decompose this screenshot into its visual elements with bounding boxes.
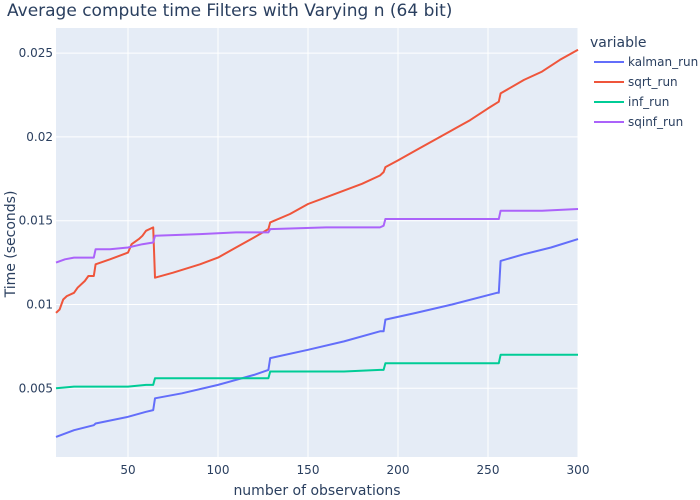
legend-label: sqinf_run xyxy=(628,115,683,129)
legend-item-inf_run[interactable]: inf_run xyxy=(594,95,669,109)
x-axis-ticks: 50 100 150 200 250 300 xyxy=(120,463,589,477)
legend-item-sqinf_run[interactable]: sqinf_run xyxy=(594,115,683,129)
legend-item-sqrt_run[interactable]: sqrt_run xyxy=(594,75,678,89)
legend[interactable]: variable kalman_run sqrt_run inf_run sqinf_… xyxy=(590,35,698,129)
x-tick-label: 50 xyxy=(120,463,135,477)
x-tick-label: 300 xyxy=(567,463,590,477)
y-tick-label: 0.025 xyxy=(19,46,53,60)
grid-lines xyxy=(56,28,579,457)
x-tick-label: 250 xyxy=(477,463,500,477)
y-axis-title: Time (seconds) xyxy=(3,191,19,299)
y-tick-label: 0.02 xyxy=(26,130,53,144)
legend-item-kalman_run[interactable]: kalman_run xyxy=(594,55,698,69)
series-line-kalman_run xyxy=(55,238,579,438)
series-line-sqinf_run xyxy=(55,208,579,264)
chart-title: Average compute time Filters with Varyin… xyxy=(7,1,452,21)
x-tick-label: 150 xyxy=(297,463,320,477)
y-tick-label: 0.015 xyxy=(19,214,53,228)
y-tick-label: 0.01 xyxy=(26,298,53,312)
legend-label: inf_run xyxy=(628,95,669,109)
series-line-sqrt_run xyxy=(55,48,579,314)
x-tick-label: 200 xyxy=(387,463,410,477)
series-layer xyxy=(55,48,579,438)
x-tick-label: 100 xyxy=(207,463,230,477)
series-line-inf_run xyxy=(55,353,578,390)
legend-label: sqrt_run xyxy=(628,75,678,89)
legend-title: variable xyxy=(590,35,646,51)
legend-label: kalman_run xyxy=(628,55,698,69)
y-tick-label: 0.005 xyxy=(19,381,53,395)
x-axis-title: number of observations xyxy=(233,483,400,499)
y-axis-ticks: 0.005 0.01 0.015 0.02 0.025 xyxy=(19,46,53,395)
